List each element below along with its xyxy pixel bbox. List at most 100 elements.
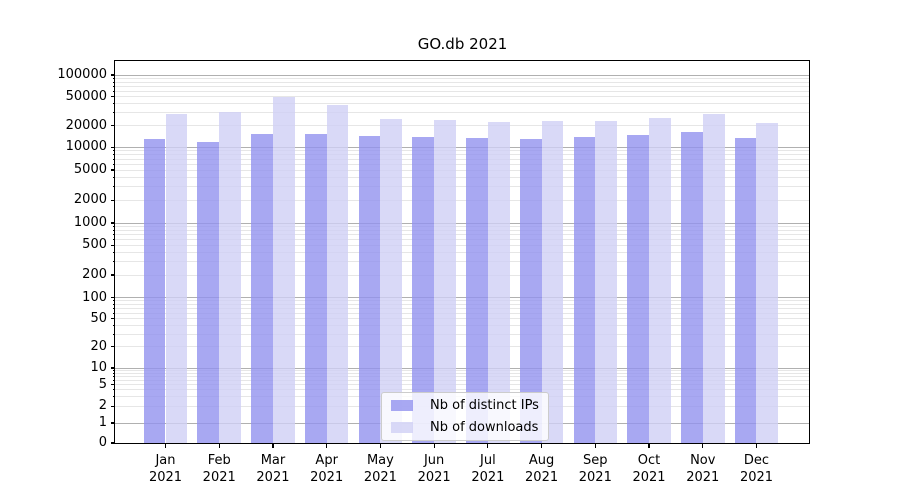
x-tick xyxy=(272,443,274,448)
y-minor-tick xyxy=(112,176,115,178)
x-tick-label: Apr 2021 xyxy=(310,453,344,485)
gridline-minor xyxy=(115,199,810,201)
bar-distinct-ips-aug xyxy=(519,139,542,443)
legend-swatch-distinct-ips xyxy=(391,400,413,411)
bar-downloads-feb xyxy=(219,111,242,443)
bar-downloads-nov xyxy=(702,114,725,443)
y-minor-tick xyxy=(112,379,115,381)
y-minor-tick xyxy=(112,312,115,314)
y-tick-label: 5 xyxy=(98,376,107,392)
x-tick xyxy=(594,443,596,448)
y-tick-label: 20000 xyxy=(65,117,107,133)
gridline-major xyxy=(115,74,810,76)
x-tick-label: Sep 2021 xyxy=(578,453,612,485)
legend-swatch-downloads xyxy=(391,422,413,433)
legend-entry-downloads: Nb of downloads xyxy=(391,420,539,435)
y-minor-tick xyxy=(112,186,115,188)
x-tick-label: Mar 2021 xyxy=(256,453,290,485)
bar-downloads-may xyxy=(380,119,403,443)
gridline-minor xyxy=(115,90,810,92)
y-tick-label: 10000 xyxy=(65,139,107,155)
y-minor-tick xyxy=(112,112,115,114)
y-tick-label: 100 xyxy=(82,289,107,305)
bar-distinct-ips-jul xyxy=(466,138,488,443)
y-minor-tick xyxy=(112,103,115,105)
gridline-minor xyxy=(115,370,810,372)
bar-distinct-ips-jan xyxy=(143,139,166,443)
bar-distinct-ips-oct xyxy=(627,134,650,443)
gridline-minor xyxy=(115,333,810,335)
x-tick xyxy=(326,443,328,448)
y-tick xyxy=(110,244,115,246)
bar-distinct-ips-nov xyxy=(680,131,703,443)
gridline-minor xyxy=(115,346,810,348)
y-tick xyxy=(110,296,115,299)
gridline-minor xyxy=(115,81,810,83)
y-minor-tick xyxy=(112,225,115,227)
y-tick xyxy=(110,222,115,224)
bar-downloads-jun xyxy=(434,120,456,443)
y-tick xyxy=(110,405,115,408)
bar-downloads-jan xyxy=(165,114,188,443)
y-minor-tick xyxy=(112,77,115,79)
y-tick xyxy=(110,124,115,127)
gridline-minor xyxy=(115,158,810,160)
y-minor-tick xyxy=(112,150,115,152)
bar-distinct-ips-apr xyxy=(304,133,327,443)
y-tick-label: 2 xyxy=(98,398,107,414)
gridline-minor xyxy=(115,318,810,320)
y-tick xyxy=(110,274,115,276)
y-minor-tick xyxy=(112,239,115,241)
y-minor-tick xyxy=(112,234,115,236)
gridline-minor xyxy=(115,154,810,156)
gridline-minor xyxy=(115,252,810,254)
gridline-minor xyxy=(115,303,810,305)
y-tick xyxy=(110,422,115,424)
gridline-minor xyxy=(115,300,810,302)
y-tick-label: 500 xyxy=(82,237,107,253)
y-minor-tick xyxy=(112,81,115,83)
gridline-minor xyxy=(115,169,810,171)
legend-label-distinct-ips: Nb of distinct IPs xyxy=(430,398,539,413)
y-tick-label: 20 xyxy=(90,338,107,354)
bar-distinct-ips-dec xyxy=(734,137,757,443)
x-tick xyxy=(218,443,220,448)
gridline-minor xyxy=(115,312,810,314)
gridline-minor xyxy=(115,274,810,276)
y-minor-tick xyxy=(112,370,115,372)
gridline-minor xyxy=(115,85,810,87)
gridline-major xyxy=(115,146,810,148)
gridline-minor xyxy=(115,372,810,374)
y-minor-tick xyxy=(112,90,115,92)
gridline-minor xyxy=(115,325,810,327)
x-tick-label: Oct 2021 xyxy=(632,453,666,485)
bar-distinct-ips-jun xyxy=(412,136,435,443)
gridline-minor xyxy=(115,239,810,241)
y-minor-tick xyxy=(112,389,115,391)
y-minor-tick xyxy=(112,396,115,398)
x-tick-label: Jan 2021 xyxy=(148,453,183,485)
bar-distinct-ips-may xyxy=(358,136,381,443)
x-tick xyxy=(540,443,543,448)
y-tick xyxy=(110,96,115,98)
gridline-minor xyxy=(115,307,810,309)
gridline-minor xyxy=(115,163,810,165)
gridline-minor xyxy=(115,176,810,178)
bar-downloads-sep xyxy=(595,120,618,443)
bar-downloads-dec xyxy=(756,122,779,443)
y-tick xyxy=(110,442,115,444)
y-tick-label: 2000 xyxy=(73,192,107,208)
gridline-major xyxy=(115,222,810,224)
legend-entry-distinct-ips: Nb of distinct IPs xyxy=(391,398,539,413)
x-tick xyxy=(648,443,650,448)
y-tick-label: 10 xyxy=(90,360,107,375)
bar-distinct-ips-sep xyxy=(573,136,596,443)
y-tick xyxy=(110,74,115,76)
gridline-minor xyxy=(115,376,810,378)
y-minor-tick xyxy=(112,229,115,231)
gridline-minor xyxy=(115,125,810,127)
y-tick-label: 200 xyxy=(82,267,107,283)
x-tick xyxy=(164,443,167,448)
gridline-minor xyxy=(115,384,810,386)
y-minor-tick xyxy=(112,325,115,327)
